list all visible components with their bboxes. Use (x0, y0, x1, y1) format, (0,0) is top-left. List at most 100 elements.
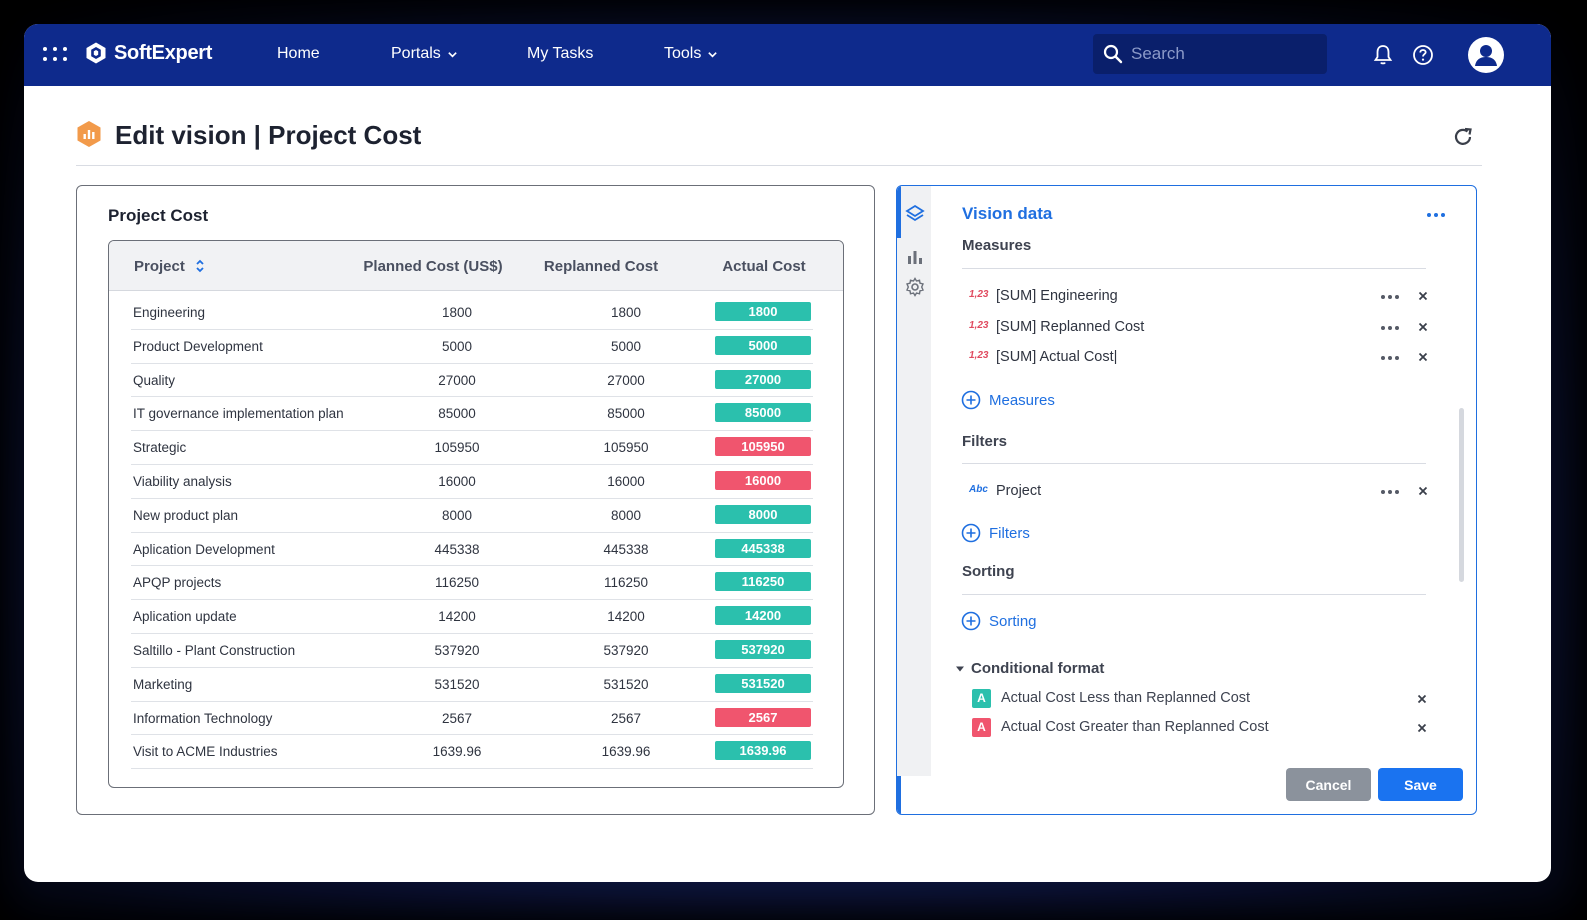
conditional-format-toggle[interactable]: Conditional format (955, 660, 1104, 677)
chevron-down-icon (448, 51, 457, 58)
more-options-icon[interactable] (1380, 355, 1400, 361)
add-sorting-button[interactable]: Sorting (961, 611, 1037, 631)
planned-cost-cell: 5000 (441, 338, 473, 354)
project-cell: Strategic (133, 440, 187, 456)
conditional-format-item[interactable]: A Actual Cost Less than Replanned Cost (972, 689, 1432, 711)
actual-cost-badge: 8000 (715, 504, 811, 524)
nav-tools[interactable]: Tools (664, 45, 718, 63)
replanned-cost-cell: 105950 (603, 440, 649, 456)
project-cell: Visit to ACME Industries (133, 744, 278, 760)
table-row[interactable]: IT governance implementation plan 85000 85… (131, 397, 813, 432)
table-row[interactable]: Visit to ACME Industries 1639.96 1639.96 16… (131, 735, 813, 770)
nav-portals[interactable]: Portals (391, 45, 458, 63)
save-button[interactable]: Save (1378, 768, 1463, 801)
table-row[interactable]: Engineering 1800 1800 1800 (131, 296, 813, 330)
column-header-planned-cost[interactable]: Planned Cost (US$) (363, 258, 503, 275)
more-options-icon[interactable] (1380, 294, 1400, 300)
nav-home[interactable]: Home (277, 45, 320, 63)
nav-home-label: Home (277, 45, 320, 62)
actual-cost-badge: 537920 (715, 639, 811, 659)
refresh-icon[interactable] (1452, 126, 1474, 148)
table-row[interactable]: New product plan 8000 8000 8000 (131, 499, 813, 533)
more-options-icon[interactable] (1380, 325, 1400, 331)
planned-cost-cell: 14200 (438, 609, 476, 625)
project-cell: Aplication update (133, 609, 237, 625)
close-icon[interactable] (1417, 694, 1427, 704)
actual-cost-badge: 105950 (715, 437, 811, 457)
close-icon[interactable] (1418, 291, 1428, 301)
close-icon[interactable] (1417, 723, 1427, 733)
softexpert-logo[interactable]: SoftExpert (84, 41, 212, 65)
sort-icon[interactable] (195, 259, 205, 273)
measure-item[interactable]: 1,23 [SUM] Replanned Cost (969, 317, 1429, 339)
nav-my-tasks[interactable]: My Tasks (527, 45, 593, 63)
actual-cost-badge: 445338 (715, 538, 811, 558)
apps-grid-icon[interactable] (43, 47, 67, 63)
planned-cost-cell: 116250 (434, 575, 480, 591)
column-header-project[interactable]: Project (134, 258, 205, 275)
project-cell: Product Development (133, 338, 263, 354)
search-box[interactable] (1093, 34, 1327, 74)
table-row[interactable]: Quality 27000 27000 27000 (131, 364, 813, 398)
column-header-actual-cost[interactable]: Actual Cost (722, 258, 806, 275)
measure-item[interactable]: 1,23 [SUM] Actual Cost| (969, 347, 1429, 369)
softexpert-logo-icon (86, 42, 106, 64)
table-row[interactable]: Aplication Development 445338 445338 445338 (131, 533, 813, 567)
table-row[interactable]: Strategic 105950 105950 105950 (131, 431, 813, 465)
replanned-cost-cell: 5000 (610, 338, 642, 354)
bar-chart-icon[interactable] (905, 247, 925, 267)
panel-scrollbar[interactable] (1459, 408, 1464, 582)
add-measures-label: Measures (989, 391, 1055, 409)
replanned-cost-cell: 116250 (603, 575, 649, 591)
panel-title: Vision data (962, 204, 1053, 223)
planned-cost-cell: 1800 (441, 305, 473, 320)
measure-item[interactable]: 1,23 [SUM] Engineering (969, 286, 1429, 308)
table-body: Engineering 1800 1800 1800 Product Developme… (131, 296, 813, 770)
project-cell: Marketing (133, 676, 193, 692)
table-row[interactable]: Saltillo - Plant Construction 537920 53792… (131, 634, 813, 668)
table-row[interactable]: APQP projects 116250 116250 116250 (131, 566, 813, 601)
table-row[interactable]: Viability analysis 16000 16000 16000 (131, 465, 813, 499)
search-input[interactable] (1131, 44, 1311, 64)
measures-section-title: Measures (962, 237, 1032, 254)
add-measures-button[interactable]: Measures (961, 390, 1055, 410)
add-circle-icon (961, 390, 981, 410)
planned-cost-cell: 85000 (438, 406, 476, 422)
table-row[interactable]: Marketing 531520 531520 531520 (131, 668, 813, 702)
filter-item[interactable]: Abc Project (969, 481, 1429, 503)
help-icon[interactable] (1411, 43, 1435, 67)
user-avatar[interactable] (1468, 37, 1504, 73)
top-navigation-bar: SoftExpert Home Portals My Tasks Tools (24, 24, 1551, 86)
table-row[interactable]: Aplication update 14200 14200 14200 (131, 600, 813, 634)
layers-icon[interactable] (905, 204, 925, 224)
close-icon[interactable] (1418, 486, 1428, 496)
more-options-icon[interactable] (1426, 212, 1446, 218)
page-header: Edit vision | Project Cost (76, 116, 1482, 166)
filter-label: Project (996, 483, 1042, 499)
table-row[interactable]: Product Development 5000 5000 5000 (131, 330, 813, 364)
project-cost-table: Project Planned Cost (US$) Replanned Cos… (108, 240, 844, 788)
rail-bottom-indicator (897, 776, 901, 814)
bell-icon[interactable] (1371, 43, 1395, 67)
divider (962, 268, 1426, 269)
table-row[interactable]: Information Technology 2567 2567 2567 (131, 702, 813, 736)
add-filters-button[interactable]: Filters (961, 523, 1030, 543)
replanned-cost-cell: 85000 (607, 406, 645, 422)
planned-cost-cell: 16000 (438, 473, 476, 489)
column-header-replanned-cost[interactable]: Replanned Cost (543, 258, 659, 275)
replanned-cost-cell: 537920 (603, 642, 649, 658)
replanned-cost-cell: 16000 (607, 473, 645, 489)
gear-icon[interactable] (905, 277, 925, 297)
actual-cost-badge: 116250 (715, 572, 811, 592)
planned-cost-cell: 27000 (438, 372, 476, 388)
rail-active-indicator (897, 186, 901, 238)
close-icon[interactable] (1418, 352, 1428, 362)
project-cell: APQP projects (133, 575, 222, 591)
cancel-button[interactable]: Cancel (1286, 768, 1371, 801)
nav-portals-label: Portals (391, 45, 441, 62)
conditional-format-item[interactable]: A Actual Cost Greater than Replanned Cos… (972, 718, 1432, 740)
more-options-icon[interactable] (1380, 489, 1400, 495)
caret-down-icon (956, 666, 964, 671)
numeric-type-icon: 1,23 (969, 350, 989, 361)
close-icon[interactable] (1418, 322, 1428, 332)
